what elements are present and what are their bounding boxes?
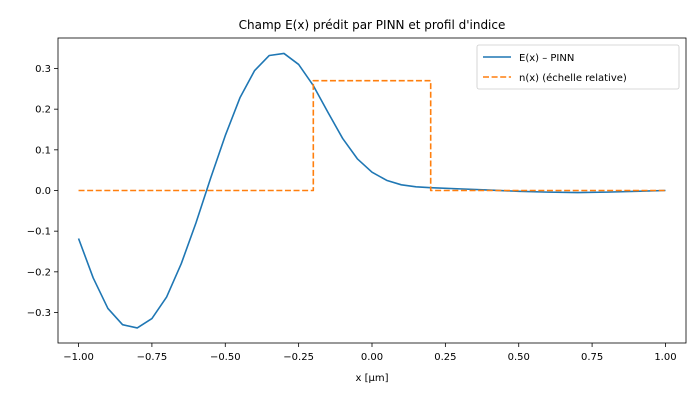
x-tick-label: 0.00 xyxy=(361,352,383,363)
y-tick-label: 0.1 xyxy=(35,145,51,156)
legend: E(x) – PINN n(x) (échelle relative) xyxy=(476,44,680,90)
y-tick-label: −0.1 xyxy=(27,227,51,238)
y-tick-label: 0.0 xyxy=(35,186,51,197)
x-tick-label: −0.50 xyxy=(210,352,241,363)
x-tick-label: −0.25 xyxy=(283,352,314,363)
legend-frame xyxy=(476,44,680,90)
legend-label-1: n(x) (échelle relative) xyxy=(519,72,627,84)
x-tick-label: 0.25 xyxy=(434,352,456,363)
x-tick-label: 0.50 xyxy=(508,352,530,363)
y-tick-label: −0.3 xyxy=(27,308,51,319)
x-axis: −1.00 −0.75 −0.50 −0.25 0.00 0.25 0.50 0.75 1.00 xyxy=(63,343,677,363)
chart-title: Champ E(x) prédit par PINN et profil d'i… xyxy=(239,18,506,32)
x-tick-label: −0.75 xyxy=(137,352,168,363)
y-tick-label: 0.3 xyxy=(35,64,51,75)
legend-label-0: E(x) – PINN xyxy=(519,53,574,64)
x-tick-label: −1.00 xyxy=(63,352,94,363)
x-axis-label: x [µm] xyxy=(355,373,388,384)
series-line-1 xyxy=(78,79,666,192)
x-tick-label: 1.00 xyxy=(654,352,676,363)
y-tick-label: 0.2 xyxy=(35,105,51,116)
plot-area xyxy=(77,52,666,329)
y-axis: −0.3 −0.2 −0.1 0.0 0.1 0.2 0.3 xyxy=(27,64,58,319)
x-tick-label: 0.75 xyxy=(581,352,603,363)
y-tick-label: −0.2 xyxy=(27,267,51,278)
